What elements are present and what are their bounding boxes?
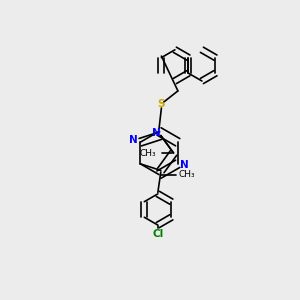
Text: CH₃: CH₃ (178, 170, 195, 179)
Text: N: N (180, 160, 189, 170)
Text: S: S (158, 99, 165, 110)
Text: N: N (152, 128, 161, 138)
Text: CH₃: CH₃ (140, 148, 156, 158)
Text: Cl: Cl (152, 229, 164, 239)
Text: N: N (129, 135, 138, 146)
